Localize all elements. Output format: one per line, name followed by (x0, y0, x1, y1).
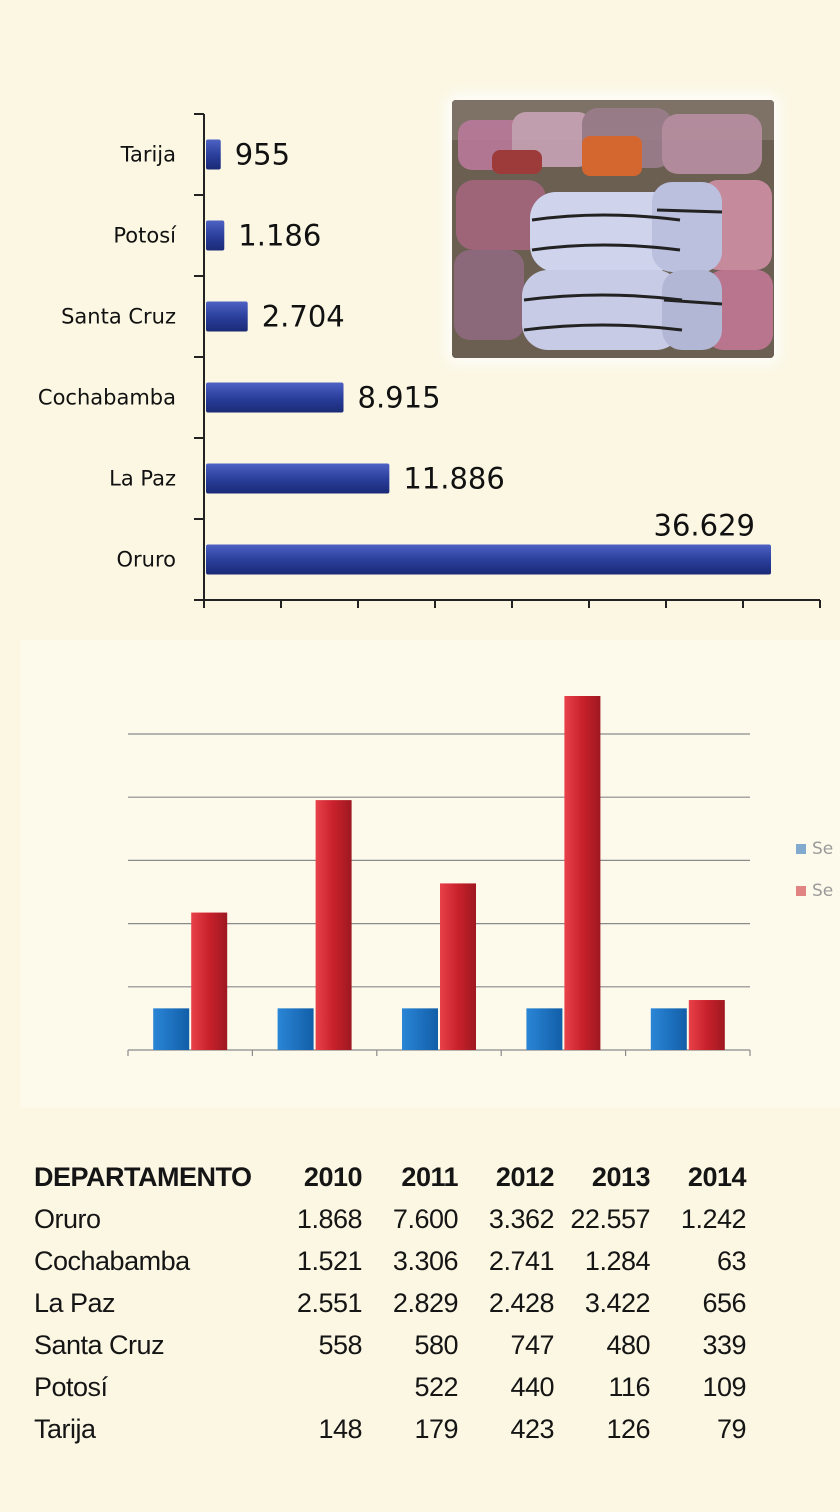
hbar-category-label: Santa Cruz (61, 305, 176, 329)
table-cell: 423 (510, 1413, 554, 1444)
photo-illustration (452, 100, 774, 358)
hbar-axes (194, 113, 821, 608)
hbar-marks: Tarija 955 Potosí 1.186 Santa Cruz 2.704 Cocha… (38, 138, 771, 575)
table-cell: 3.306 (392, 1245, 459, 1276)
hbar-bar (206, 544, 771, 575)
table-cell: 440 (510, 1371, 554, 1402)
table-header-cell: 2011 (401, 1161, 458, 1192)
table-cell: 179 (414, 1413, 458, 1444)
table-cell: Potosí (34, 1371, 108, 1402)
vbar-bar-red (688, 1000, 725, 1050)
table-cell: 1.242 (680, 1203, 747, 1234)
table-cell: 126 (606, 1413, 650, 1444)
hbar-category-label: La Paz (109, 467, 176, 491)
table-row: La Paz 2.551 2.829 2.428 3.422 656 (34, 1282, 747, 1324)
table-cell: Oruro (34, 1203, 101, 1234)
vbar-legend-swatch (796, 886, 806, 896)
hbar-bar (206, 139, 221, 170)
hbar-value-label: 955 (235, 138, 290, 172)
table-cell: 1.868 (296, 1203, 363, 1234)
table-cell: 656 (702, 1287, 746, 1318)
table-cell: 148 (318, 1413, 362, 1444)
hbar-category-label: Tarija (120, 143, 176, 167)
table-cell: 7.600 (392, 1203, 459, 1234)
vbar-bar-red (564, 696, 601, 1050)
table-header-cell: 2013 (591, 1161, 651, 1192)
table-cell: 558 (318, 1329, 362, 1360)
table-cell: 116 (608, 1371, 650, 1402)
table-cell: Cochabamba (34, 1245, 190, 1276)
vbar-bar-blue (153, 1008, 190, 1050)
table-cell: 63 (716, 1245, 747, 1276)
vbar-bar-red (440, 883, 476, 1050)
table-cell: 522 (414, 1371, 458, 1402)
table-cell: 3.362 (488, 1203, 555, 1234)
hbar-value-label: 8.915 (358, 381, 441, 415)
table-header-row: DEPARTAMENTO 2010 2011 2012 2013 2014 (34, 1156, 747, 1198)
vbar-bar-blue (526, 1008, 563, 1050)
table-row: Oruro 1.868 7.600 3.362 22.557 1.242 (34, 1198, 747, 1240)
hbar-value-label: 11.886 (403, 462, 504, 496)
vbar-legend: Se Se (796, 839, 833, 901)
table-cell: 1.284 (584, 1245, 651, 1276)
vbar-legend-label: Se (812, 881, 833, 901)
hbar-value-label: 2.704 (262, 300, 345, 334)
vertical-bar-chart: Se Se (20, 640, 840, 1108)
vbar-legend-swatch (796, 844, 806, 854)
hbar-bar (206, 382, 344, 413)
table-cell: 747 (510, 1329, 554, 1360)
table-cell: 2.551 (296, 1287, 363, 1318)
hbar-bar (206, 220, 225, 251)
hbar-category-label: Cochabamba (38, 386, 176, 410)
vbar-bar-red (315, 800, 352, 1050)
table-header-cell: DEPARTAMENTO (34, 1161, 252, 1192)
table-cell (266, 1366, 362, 1408)
table-cell: 109 (702, 1371, 746, 1402)
hbar-value-label: 1.186 (238, 219, 321, 253)
vbar-bar-blue (277, 1008, 314, 1050)
data-table: DEPARTAMENTO 2010 2011 2012 2013 2014 Or… (34, 1156, 747, 1450)
table-cell: 79 (716, 1413, 747, 1444)
table-cell: 480 (606, 1329, 650, 1360)
table-cell: 580 (414, 1329, 458, 1360)
vbar-grid (127, 733, 751, 1056)
table-cell: La Paz (34, 1287, 116, 1318)
table-cell: 1.521 (296, 1245, 363, 1276)
table-header-cell: 2014 (687, 1161, 747, 1192)
vbar-marks (153, 696, 725, 1050)
table-header-cell: 2010 (303, 1161, 363, 1192)
clothing-bales-photo (452, 100, 774, 358)
hbar-bar (206, 463, 390, 494)
vbar-bar-red (191, 912, 228, 1050)
table-header-cell: 2012 (495, 1161, 555, 1192)
table-row: Tarija 148 179 423 126 79 (34, 1408, 747, 1450)
table-cell: 2.829 (392, 1287, 459, 1318)
table-cell: 3.422 (584, 1287, 651, 1318)
vbar-bar-blue (650, 1008, 687, 1050)
table-cell: Tarija (34, 1413, 96, 1444)
table-cell: 22.557 (570, 1203, 650, 1234)
hbar-category-label: Potosí (113, 224, 177, 248)
hbar-value-label: 36.629 (654, 509, 755, 543)
hbar-category-label: Oruro (117, 548, 177, 572)
table-row: Cochabamba 1.521 3.306 2.741 1.284 63 (34, 1240, 747, 1282)
table-row: Potosí 522 440 116 109 (34, 1366, 747, 1408)
table-row: Santa Cruz 558 580 747 480 339 (34, 1324, 747, 1366)
table-cell: 2.428 (488, 1287, 555, 1318)
horizontal-bar-chart: Tarija 955 Potosí 1.186 Santa Cruz 2.704 Cocha… (38, 113, 821, 608)
vbar-bar-blue (402, 1008, 438, 1050)
hbar-bar (206, 301, 248, 332)
table-cell: Santa Cruz (34, 1329, 165, 1360)
vbar-legend-label: Se (812, 839, 833, 859)
table-cell: 2.741 (488, 1245, 555, 1276)
table-cell: 339 (702, 1329, 746, 1360)
